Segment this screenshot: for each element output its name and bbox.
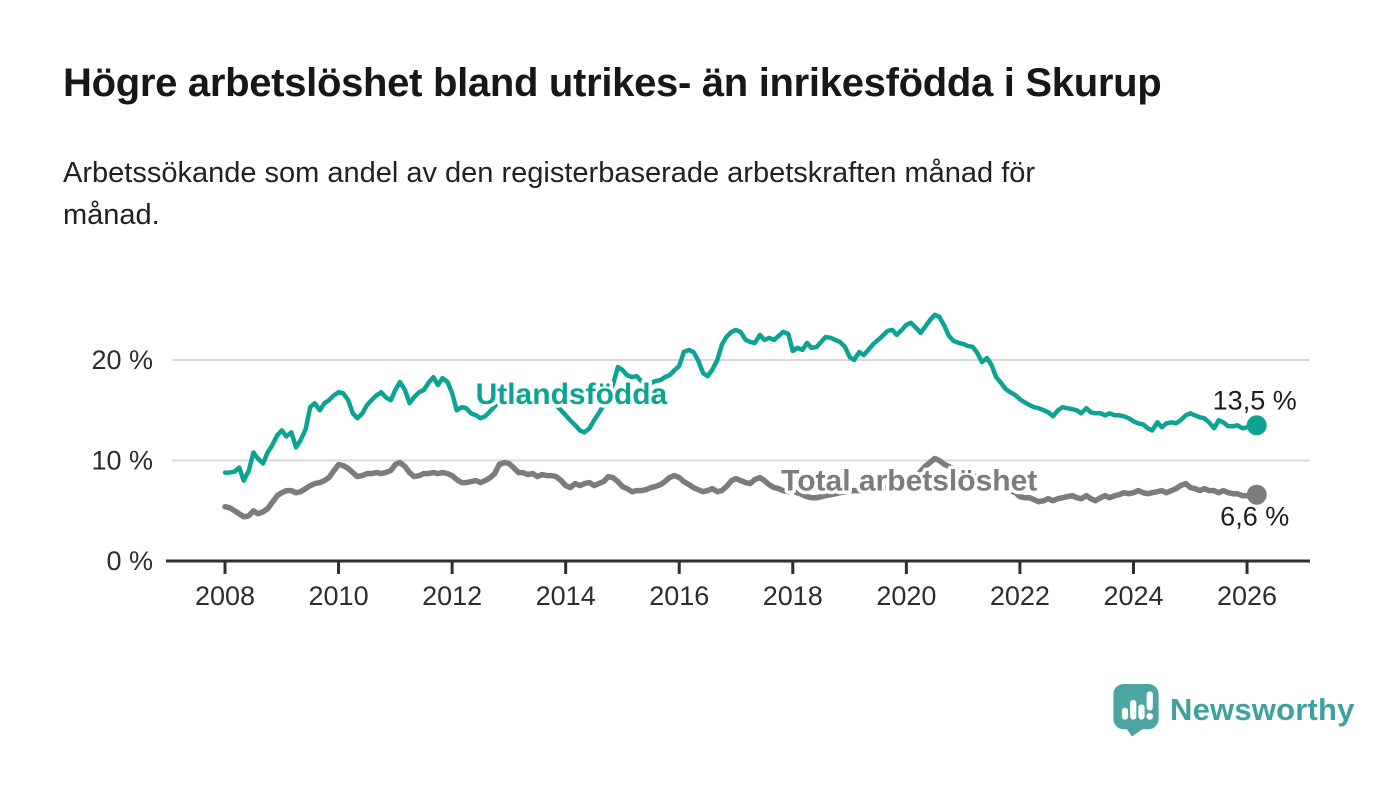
page-title: Högre arbetslöshet bland utrikes- än inr…	[63, 61, 1162, 105]
x-tick-label: 2010	[309, 581, 369, 611]
chart-labels: 13,5 % 6,6 % Utlandsfödda Total arbetslöshe…	[472, 375, 1297, 532]
page-subtitle: Arbetssökande som andel av den registerb…	[63, 152, 1283, 236]
bar-medium	[1138, 704, 1145, 720]
y-tick-label: 20 %	[91, 345, 153, 375]
line-chart: 0 % 10 % 20 % 2008 2010 2012 2014 2016 2018 2020 2…	[91, 312, 1310, 611]
subtitle-line-1: Arbetssökande som andel av den registerb…	[63, 157, 1036, 189]
x-tick-label: 2024	[1103, 581, 1163, 611]
utlandsfodda-series-label: Utlandsfödda	[476, 378, 668, 411]
x-tick-label: 2016	[649, 581, 709, 611]
utlandsfodda-value-label: 13,5 %	[1213, 385, 1297, 415]
x-tick-label: 2012	[422, 581, 482, 611]
x-tick-label: 2018	[763, 581, 823, 611]
y-tick-label: 10 %	[91, 446, 153, 476]
subtitle-line-2: månad.	[63, 199, 160, 231]
bar-small	[1121, 707, 1129, 720]
total-series-label: Total arbetslöshet	[781, 465, 1037, 498]
total-endpoint-dot	[1246, 484, 1267, 505]
newsworthy-logo-text: Newsworthy	[1170, 692, 1355, 727]
total-line	[222, 455, 1260, 520]
x-tick-label: 2014	[536, 581, 596, 611]
utlandsfodda-endpoint-dot	[1246, 415, 1267, 436]
exclamation-bar	[1146, 691, 1153, 711]
utlandsfodda-line	[222, 312, 1259, 483]
x-tick-label: 2022	[990, 581, 1050, 611]
newsworthy-logo-icon	[1113, 684, 1159, 736]
gridlines	[172, 359, 1310, 462]
bar-tall	[1130, 699, 1137, 720]
x-tick-label: 2020	[876, 581, 936, 611]
total-value-label: 6,6 %	[1220, 502, 1289, 532]
exclamation-dot	[1146, 712, 1154, 720]
series-lines	[222, 312, 1267, 520]
x-tick-label: 2026	[1217, 581, 1277, 611]
x-tick-label: 2008	[195, 581, 255, 611]
newsworthy-brand-link[interactable]: Newsworthy	[1113, 684, 1355, 736]
axes: 0 % 10 % 20 % 2008 2010 2012 2014 2016 2018 2020 2…	[91, 345, 1310, 611]
y-tick-label: 0 %	[106, 546, 153, 576]
